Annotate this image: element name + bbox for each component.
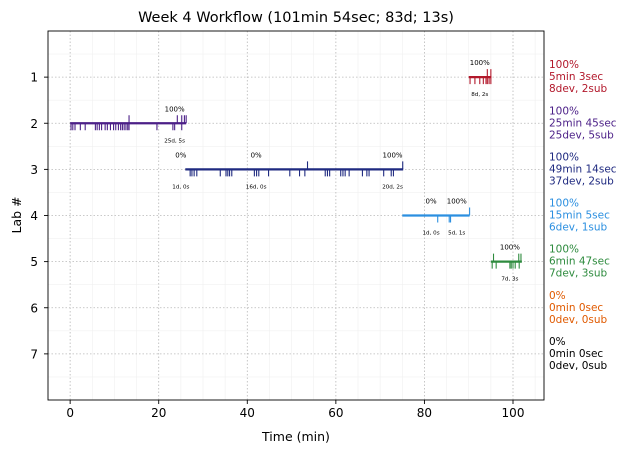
lab-6-summary-line: 0dev, 0sub [549,314,608,326]
y-tick-label: 3 [30,163,38,177]
lab-2-progress-label: 100% [165,105,185,113]
lab-1-summary-line: 8dev, 2sub [549,83,608,95]
y-tick-label: 2 [30,117,38,131]
lab-5-count-label: 7d, 3s [501,277,518,283]
lab-4-summary-line: 15min 5sec [549,210,610,222]
lab-2-summary-line: 25min 45sec [549,117,617,129]
lab-3-progress-label: 100% [383,151,403,159]
lab-2-count-label: 25d, 5s [164,138,185,144]
x-tick-label: 60 [328,406,343,420]
lab-7-summary-line: 0% [549,336,566,348]
lab-6-summary-line: 0% [549,290,566,302]
lab-3-count-label: 20d, 2s [382,184,403,190]
lab-1-summary-line: 100% [549,59,579,71]
lab-3-count-label: 16d, 0s [246,184,267,190]
y-tick-label: 4 [30,209,38,223]
lab-3-summary-line: 37dev, 2sub [549,175,614,187]
lab-4-progress-label: 0% [426,198,437,206]
lab-4-progress-label: 100% [447,198,467,206]
lab-7-summary-line: 0min 0sec [549,348,603,360]
lab-1-summary-line: 5min 3sec [549,71,603,83]
x-tick-label: 100 [502,406,525,420]
x-tick-label: 80 [417,406,432,420]
lab-5-summary-line: 7dev, 3sub [549,268,608,280]
lab-3-summary-line: 49min 14sec [549,163,617,175]
y-axis-label: Lab # [9,196,24,233]
lab-3-progress-label: 0% [175,151,186,159]
x-tick-label: 0 [66,406,74,420]
lab-3-summary-line: 100% [549,151,579,163]
y-tick-label: 7 [30,347,38,361]
lab-3-progress-label: 0% [251,151,262,159]
lab-5-summary-line: 100% [549,244,579,256]
lab-5-progress-label: 100% [500,244,520,252]
lab-4-summary-line: 6dev, 1sub [549,222,608,234]
lab-2-summary-line: 100% [549,105,579,117]
chart-title: Week 4 Workflow (101min 54sec; 83d; 13s) [138,10,454,26]
lab-5-summary-line: 6min 47sec [549,256,610,268]
lab-7-summary-line: 0dev, 0sub [549,360,608,372]
x-tick-label: 40 [240,406,255,420]
lab-1-count-label: 8d, 2s [471,92,488,98]
lab-4-count-label: 1d, 0s [423,231,440,237]
lab-3-count-label: 1d, 0s [172,184,189,190]
lab-4-summary-line: 100% [549,198,579,210]
lab-6-summary-line: 0min 0sec [549,302,603,314]
x-axis-label: Time (min) [261,429,330,444]
x-tick-label: 20 [151,406,166,420]
y-tick-label: 5 [30,255,38,269]
lab-4-count-label: 5d, 1s [448,231,465,237]
y-tick-label: 1 [30,71,38,85]
lab-2-summary-line: 25dev, 5sub [549,129,614,141]
y-tick-label: 6 [30,301,38,315]
lab-1-progress-label: 100% [470,59,490,67]
